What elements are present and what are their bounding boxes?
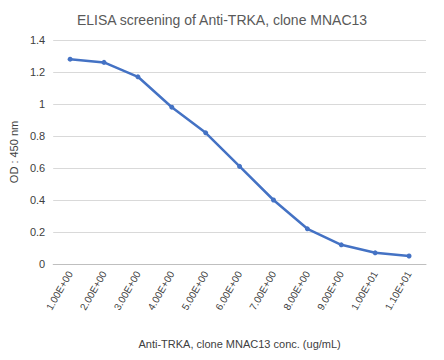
svg-text:ELISA screening of Anti-TRKA,: ELISA screening of Anti-TRKA, clone MNAC… <box>77 12 367 28</box>
svg-text:0.4: 0.4 <box>30 194 45 206</box>
svg-text:2.00E+00: 2.00E+00 <box>78 269 109 312</box>
svg-text:1.00E+00: 1.00E+00 <box>44 269 75 312</box>
svg-text:0: 0 <box>39 258 45 270</box>
svg-text:1.2: 1.2 <box>30 66 45 78</box>
svg-text:1.4: 1.4 <box>30 34 45 46</box>
svg-text:OD : 450 nm: OD : 450 nm <box>8 121 20 183</box>
svg-text:5.00E+00: 5.00E+00 <box>179 269 210 312</box>
svg-text:Anti-TRKA, clone MNAC13 conc.: Anti-TRKA, clone MNAC13 conc. (ug/mL) <box>138 338 340 350</box>
svg-text:1: 1 <box>39 98 45 110</box>
svg-text:0.2: 0.2 <box>30 226 45 238</box>
svg-text:4.00E+00: 4.00E+00 <box>146 269 177 312</box>
svg-text:0.6: 0.6 <box>30 162 45 174</box>
svg-text:8.00E+00: 8.00E+00 <box>281 269 312 312</box>
svg-text:9.00E+00: 9.00E+00 <box>315 269 346 312</box>
svg-text:7.00E+00: 7.00E+00 <box>247 269 278 312</box>
svg-text:6.00E+00: 6.00E+00 <box>213 269 244 312</box>
svg-text:3.00E+00: 3.00E+00 <box>112 269 143 312</box>
svg-text:0.8: 0.8 <box>30 130 45 142</box>
svg-text:1.10E+01: 1.10E+01 <box>383 269 414 312</box>
svg-text:1.00E+01: 1.00E+01 <box>349 269 380 312</box>
